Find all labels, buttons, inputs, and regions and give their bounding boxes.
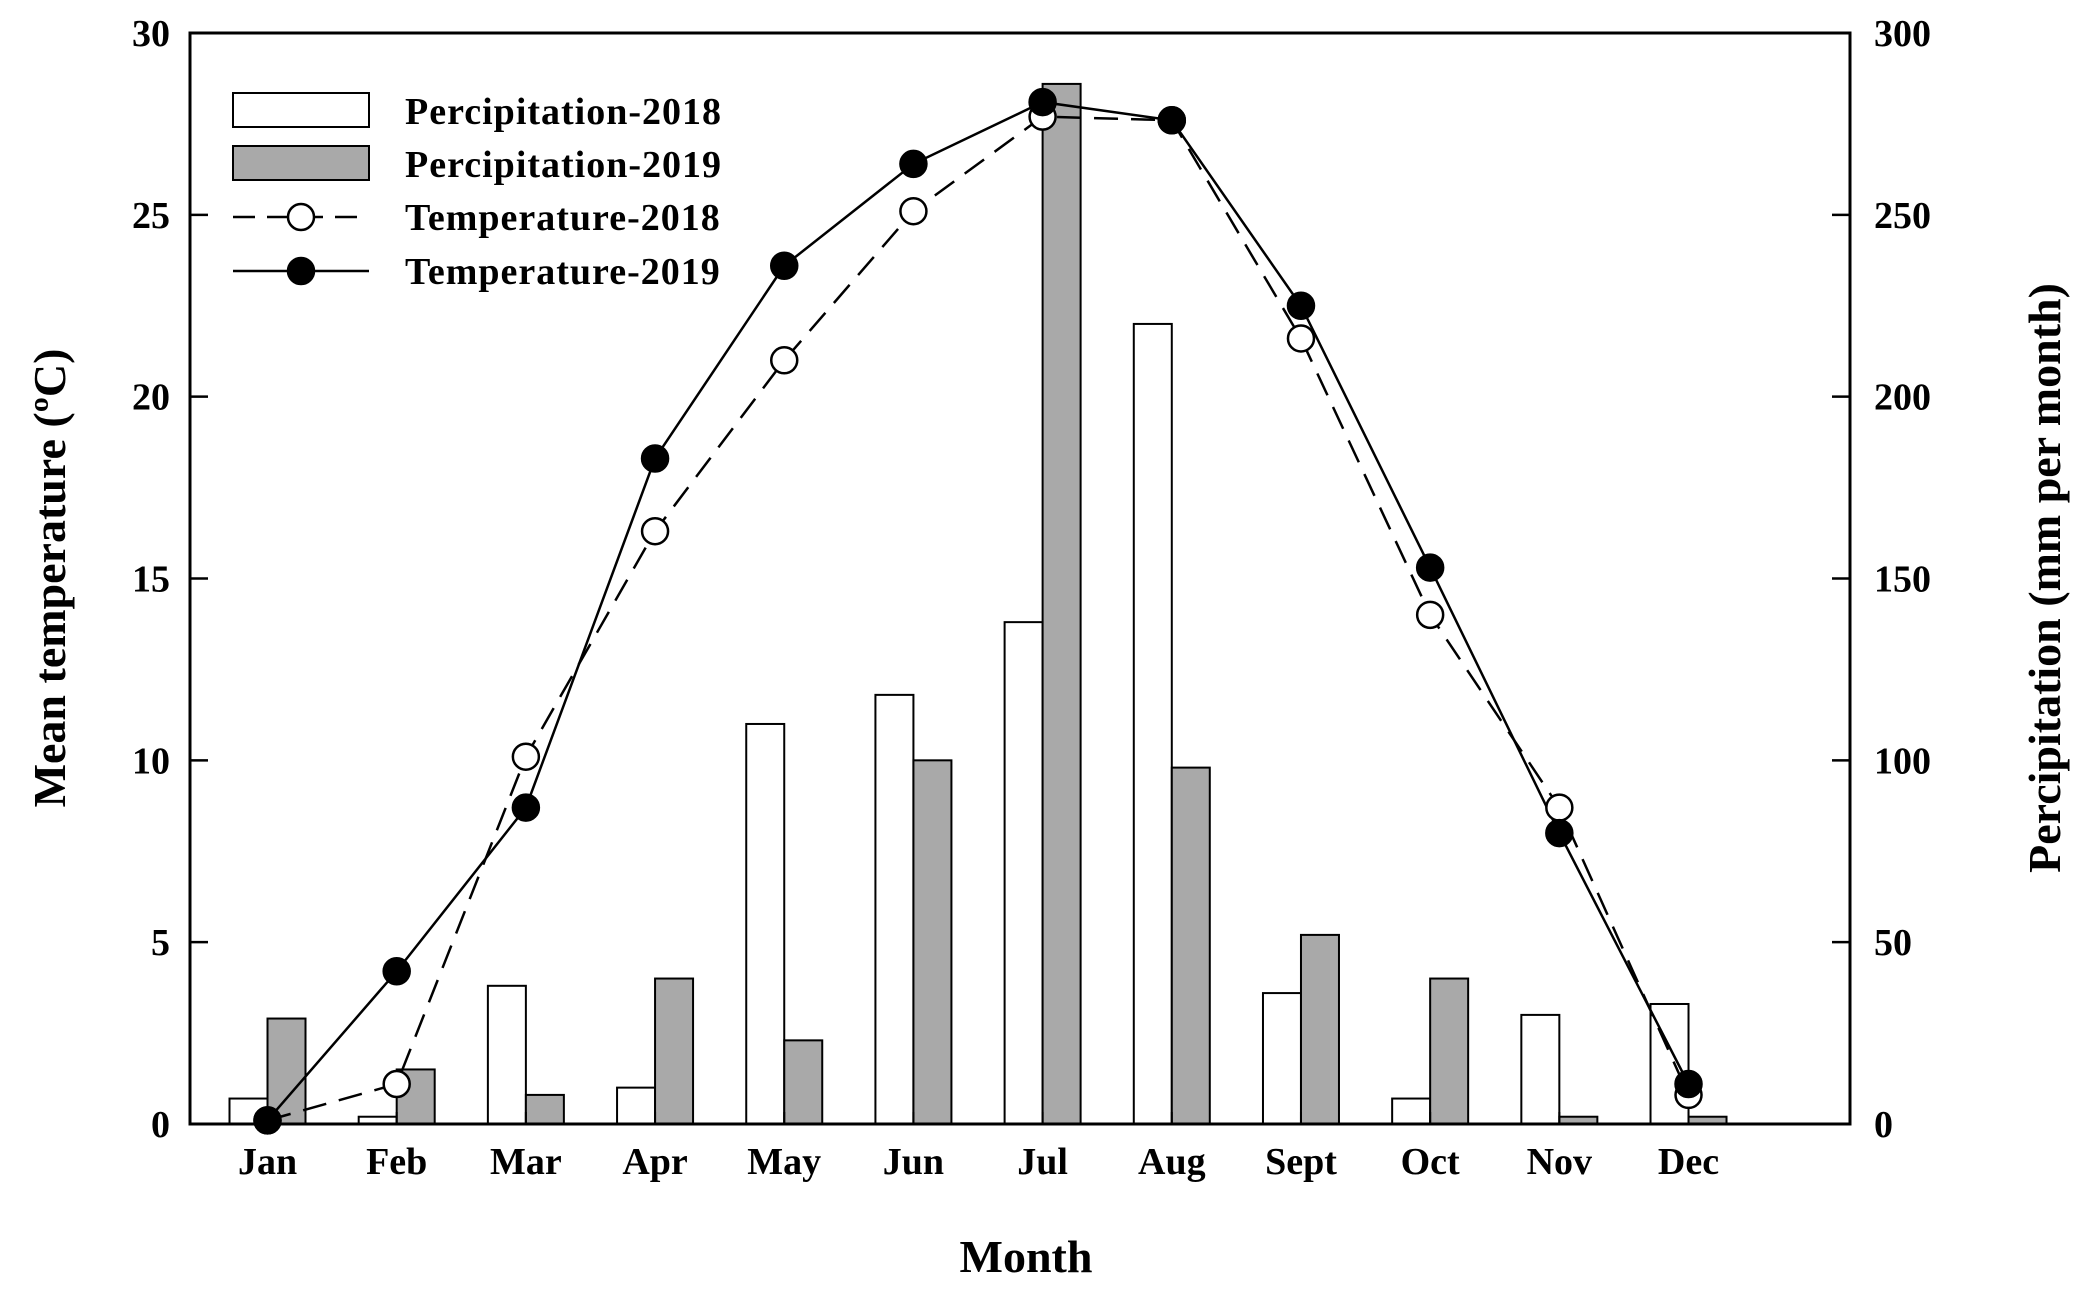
left-axis-title: Mean temperature (ºC) [24,349,75,808]
x-tick-label-jun: Jun [883,1141,944,1183]
bar-precip-2019-jan [266,1017,307,1126]
point-temp-2018-oct [1415,600,1445,630]
point-temp-2018-nov [1545,793,1574,822]
legend-label-precip-2019: Percipitation-2019 [405,144,722,186]
legend-label-temp-2018: Temperature-2018 [405,197,721,239]
legend-swatch-precip-2018 [232,92,370,128]
point-temp-2019-may [769,251,799,280]
right-tick-label: 300 [1874,13,1931,55]
point-temp-2019-jun [899,149,928,179]
left-tick-label: 10 [132,740,170,782]
bar-precip-2019-may [783,1039,824,1126]
x-axis-title: Month [960,1231,1093,1282]
point-temp-2018-may [769,346,799,375]
point-temp-2019-feb [382,957,411,986]
bar-precip-2018-sept [1261,992,1302,1126]
bar-precip-2019-jun [912,759,953,1125]
point-temp-2019-jul [1028,87,1057,117]
bar-precip-2019-oct [1429,977,1470,1125]
lines-layer [253,87,1703,1135]
legend-marker-temp-2019 [286,256,316,286]
point-temp-2019-dec [1674,1069,1703,1099]
bar-precip-2018-may [745,722,786,1125]
point-temp-2018-jun [899,196,928,226]
left-axis: 0 5 10 15 20 25 30 [132,13,208,1146]
right-tick-label: 150 [1874,559,1931,601]
right-tick-label: 250 [1874,195,1931,237]
x-tick-label-jul: Jul [1017,1141,1068,1183]
bar-precip-2018-jul [1003,621,1044,1125]
point-temp-2019-oct [1415,553,1445,582]
bar-precip-2018-oct [1391,1097,1432,1126]
x-tick-label-nov: Nov [1527,1141,1592,1183]
line-temp-2019 [266,100,1690,1122]
line-temp-2018 [267,115,1690,1122]
left-tick-label: 25 [132,195,170,237]
x-tick-label-may: May [747,1141,821,1183]
x-tick-label-dec: Dec [1658,1141,1719,1183]
point-temp-2018-feb [382,1069,411,1099]
left-tick-label: 5 [151,922,170,964]
right-axis-title: Percipitation (mm per month) [2019,283,2070,873]
x-tick-label-sept: Sept [1265,1141,1337,1183]
bar-precip-2018-apr [616,1086,657,1125]
bar-precip-2018-aug [1132,322,1173,1125]
right-axis: 0 50 100 150 200 250 300 [1832,13,1931,1146]
point-temp-2019-apr [640,444,670,473]
bar-precip-2018-nov [1520,1013,1561,1126]
left-tick-label: 0 [151,1104,170,1146]
x-tick-label-apr: Apr [622,1141,688,1183]
point-temp-2018-apr [640,516,670,546]
point-temp-2018-mar [511,742,541,771]
bar-precip-2019-mar [524,1093,565,1125]
legend-swatch-precip-2019 [232,145,370,181]
bar-precip-2019-aug [1170,766,1211,1126]
legend: Percipitation-2018 Percipitation-2019 Te… [232,91,722,293]
bars-layer [228,82,1728,1126]
x-tick-label-aug: Aug [1138,1141,1206,1183]
bar-precip-2018-mar [486,984,527,1125]
point-temp-2018-sept [1286,324,1316,353]
left-tick-label: 15 [132,559,170,601]
x-tick-label-oct: Oct [1401,1141,1460,1183]
bar-precip-2018-jun [874,693,915,1126]
point-temp-2019-sept [1286,291,1316,320]
point-temp-2019-nov [1545,818,1574,848]
x-tick-label-jan: Jan [238,1141,297,1183]
left-tick-label: 20 [132,377,170,419]
bar-precip-2019-sept [1299,933,1340,1125]
right-tick-label: 200 [1874,377,1931,419]
x-tick-label-mar: Mar [490,1141,562,1183]
legend-label-precip-2018: Percipitation-2018 [405,91,722,133]
right-tick-label: 0 [1874,1104,1893,1146]
legend-label-temp-2019: Temperature-2019 [405,251,721,293]
bar-precip-2019-apr [654,977,695,1125]
legend-marker-temp-2018 [286,202,316,232]
left-tick-label: 30 [132,13,170,55]
bar-precip-2019-jul [1041,82,1082,1125]
point-temp-2019-mar [511,793,541,822]
point-temp-2019-aug [1157,106,1187,135]
x-axis: Jan Feb Mar Apr May Jun Jul Aug Sept Oct Nov Dec [238,1112,1719,1183]
x-tick-label-feb: Feb [366,1141,427,1183]
right-tick-label: 50 [1874,922,1912,964]
right-tick-label: 100 [1874,740,1931,782]
